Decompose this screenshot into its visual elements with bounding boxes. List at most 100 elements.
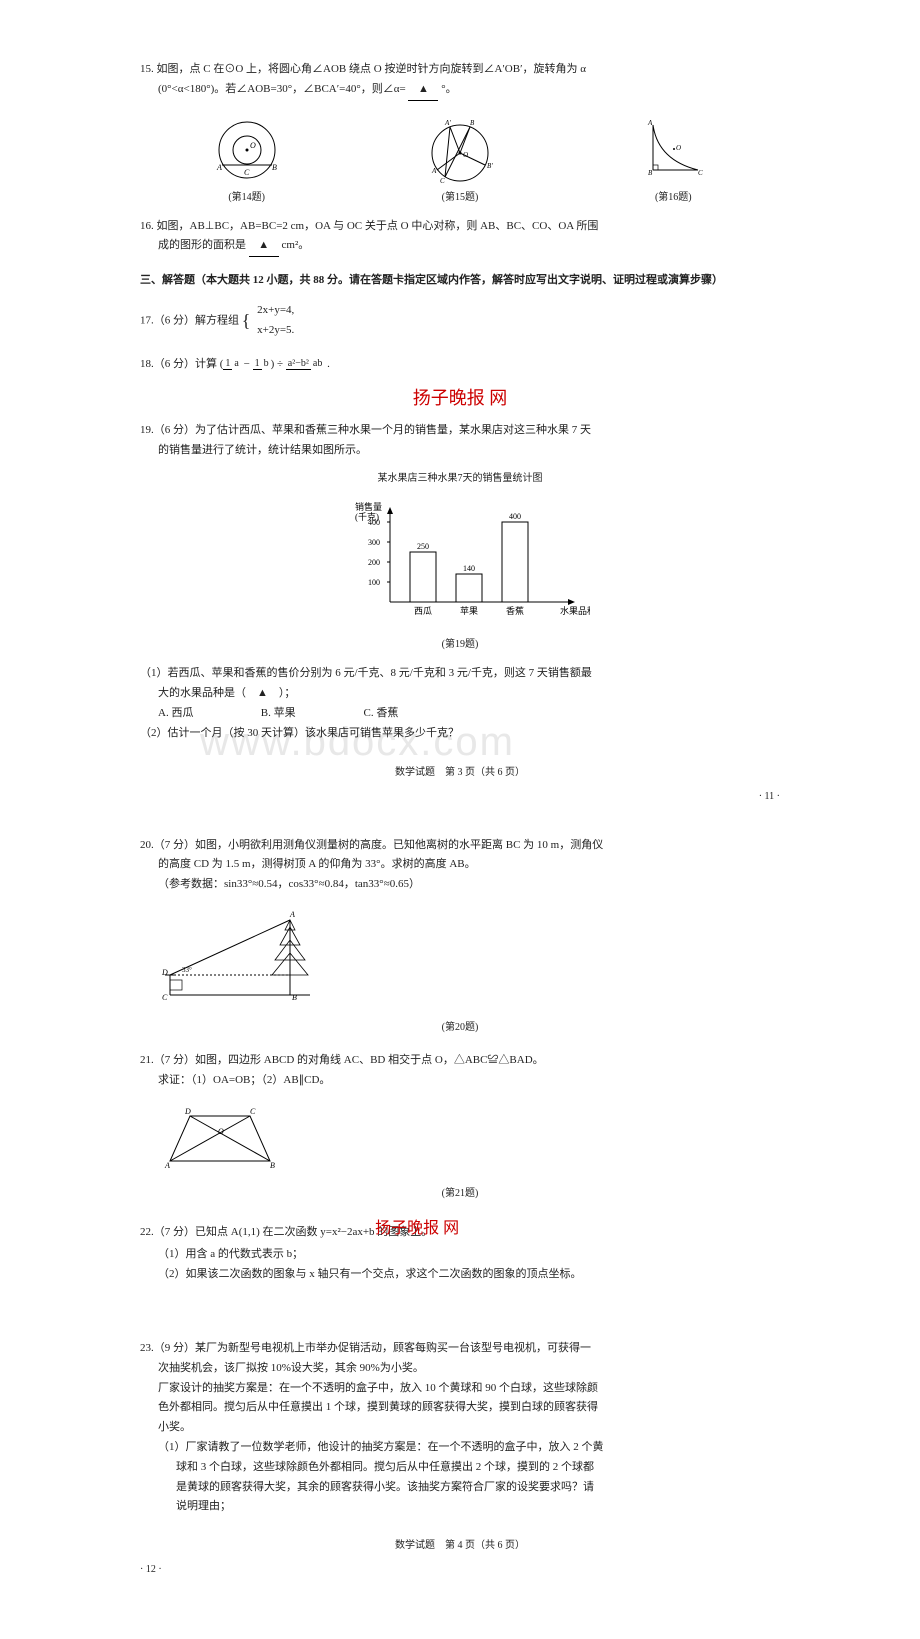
q19-sub1b: 大的水果品种是（ ▲ ）； — [140, 684, 780, 704]
question-23: 23.（9 分）某厂为新型号电视机上市举办促销活动，顾客每购买一台该型号电视机，… — [140, 1339, 780, 1517]
q23-sub1d: 说明理由； — [140, 1497, 780, 1517]
option-c: C. 香蕉 — [364, 704, 464, 724]
svg-text:A: A — [647, 119, 653, 127]
q15-line3: °。 — [441, 83, 456, 95]
svg-text:C: C — [162, 993, 168, 1002]
figure-16: O A B C (第16题) — [628, 115, 718, 207]
figure-14-svg: O A C B — [202, 115, 292, 185]
q20-line3: （参考数据：sin33°≈0.54，cos33°≈0.84，tan33°≈0.6… — [140, 875, 780, 895]
page-4-num: · 12 · — [140, 1561, 780, 1579]
svg-text:B: B — [270, 1161, 275, 1170]
svg-text:西瓜: 西瓜 — [414, 606, 432, 616]
svg-text:D: D — [184, 1107, 191, 1116]
q18-label: 18.（6 分）计算 — [140, 358, 217, 370]
figure-14: O A C B (第14题) — [202, 115, 292, 207]
svg-text:B: B — [272, 163, 277, 172]
blank-field: ▲ — [408, 80, 438, 101]
figure-16-label: (第16题) — [628, 189, 718, 207]
figure-15-label: (第15题) — [415, 189, 505, 207]
q16-line1: 16. 如图，AB⊥BC，AB=BC=2 cm，OA 与 OC 关于点 O 中心… — [140, 217, 780, 237]
svg-text:400: 400 — [368, 518, 380, 527]
svg-text:O: O — [463, 151, 468, 159]
figure-14-label: (第14题) — [202, 189, 292, 207]
question-15: 15. 如图，点 C 在⊙O 上，将圆心角∠AOB 绕点 O 按逆时针方向旋转到… — [140, 60, 780, 101]
page-4-footer: 数学试题 第 4 页（共 6 页） — [140, 1537, 780, 1555]
svg-text:香蕉: 香蕉 — [506, 605, 524, 616]
figures-row-1: O A C B (第14题) A — [140, 115, 780, 207]
svg-text:100: 100 — [368, 578, 380, 587]
option-a: A. 西瓜 — [158, 704, 258, 724]
page-3-footer: 数学试题 第 3 页（共 6 页） — [140, 764, 780, 782]
q21-line2: 求证：（1）OA=OB；（2）AB∥CD。 — [140, 1071, 780, 1091]
q19-sub1: （1）若西瓜、苹果和香蕉的售价分别为 6 元/千克、8 元/千克和 3 元/千克… — [140, 664, 780, 684]
q17-eq1: 2x+y=4, — [257, 301, 294, 321]
svg-text:O: O — [250, 141, 256, 150]
question-20: 20.（7 分）如图，小明欲利用测角仪测量树的高度。已知他离树的水平距离 BC … — [140, 836, 780, 1037]
q23-sub1c: 是黄球的顾客获得大奖，其余的顾客获得小奖。该抽奖方案符合厂家的设奖要求吗？请 — [140, 1478, 780, 1498]
svg-text:300: 300 — [368, 538, 380, 547]
svg-text:C: C — [440, 177, 445, 185]
svg-text:200: 200 — [368, 558, 380, 567]
q15-line2: (0°<α<180°)。若∠AOB=30°，∠BCA′=40°，则∠α= — [158, 83, 406, 95]
svg-text:B: B — [648, 169, 653, 177]
svg-text:250: 250 — [417, 542, 429, 551]
question-19: 19.（6 分）为了估计西瓜、苹果和香蕉三种水果一个月的销售量，某水果店对这三种… — [140, 421, 780, 744]
svg-text:140: 140 — [463, 564, 475, 573]
page-3-num: · 11 · — [140, 788, 780, 806]
q21-line1: 21.（7 分）如图，四边形 ABCD 的对角线 AC、BD 相交于点 O，△A… — [140, 1051, 780, 1071]
q23-line1: 23.（9 分）某厂为新型号电视机上市举办促销活动，顾客每购买一台该型号电视机，… — [140, 1339, 780, 1359]
figure-21-label: (第21题) — [140, 1185, 780, 1203]
svg-text:C: C — [698, 169, 703, 177]
svg-text:33°: 33° — [182, 966, 192, 974]
svg-text:水果品种: 水果品种 — [560, 605, 590, 616]
q20-line2: 的高度 CD 为 1.5 m，测得树顶 A 的仰角为 33°。求树的高度 AB。 — [140, 855, 780, 875]
svg-text:O: O — [218, 1127, 224, 1136]
figure-16-svg: O A B C — [628, 115, 718, 185]
q15-line1: 15. 如图，点 C 在⊙O 上，将圆心角∠AOB 绕点 O 按逆时针方向旋转到… — [140, 60, 780, 80]
question-21: 21.（7 分）如图，四边形 ABCD 的对角线 AC、BD 相交于点 O，△A… — [140, 1051, 780, 1203]
figure-15-svg: A A′ B B′ C O — [415, 115, 505, 185]
svg-text:B: B — [292, 993, 297, 1002]
q19-line1: 19.（6 分）为了估计西瓜、苹果和香蕉三种水果一个月的销售量，某水果店对这三种… — [140, 421, 780, 441]
figure-21-svg: A B C D O — [140, 1101, 300, 1181]
svg-text:A: A — [216, 163, 222, 172]
question-18: 18.（6 分）计算 (1a − 1b) ÷ a²−b²ab . — [140, 355, 780, 375]
question-22: 22.（7 分）已知点 A(1,1) 在二次函数 y=x²−2ax+b 的图象上… — [140, 1217, 780, 1285]
q19-chart: 某水果店三种水果7天的销售量统计图 销售量(千克)100200300400250… — [330, 470, 590, 654]
figure-20-svg: D C A B 33° — [140, 905, 340, 1015]
svg-text:B′: B′ — [487, 162, 493, 170]
figure-20-label: (第20题) — [140, 1019, 780, 1037]
option-b: B. 苹果 — [261, 704, 361, 724]
svg-text:D: D — [161, 968, 168, 977]
svg-text:A: A — [431, 167, 437, 175]
q23-sub1a: （1）厂家请教了一位数学老师，他设计的抽奖方案是：在一个不透明的盒子中，放入 2… — [140, 1438, 780, 1458]
q17-label: 17.（6 分）解方程组 — [140, 314, 239, 326]
figure-15: A A′ B B′ C O (第15题) — [415, 115, 505, 207]
q23-line5: 小奖。 — [140, 1418, 780, 1438]
svg-text:C: C — [250, 1107, 256, 1116]
q19-line2: 的销售量进行了统计，统计结果如图所示。 — [140, 441, 780, 461]
svg-text:苹果: 苹果 — [460, 605, 478, 616]
svg-text:A: A — [289, 910, 295, 919]
bar-chart: 销售量(千克)100200300400250西瓜140苹果400香蕉水果品种 — [330, 492, 590, 632]
q23-line4: 色外都相同。搅匀后从中任意摸出 1 个球，摸到黄球的顾客获得大奖，摸到白球的顾客… — [140, 1398, 780, 1418]
q20-line1: 20.（7 分）如图，小明欲利用测角仪测量树的高度。已知他离树的水平距离 BC … — [140, 836, 780, 856]
q23-line2: 次抽奖机会，该厂拟按 10%设大奖，其余 90%为小奖。 — [140, 1359, 780, 1379]
blank-field: ▲ — [249, 236, 279, 257]
q19-options: A. 西瓜 B. 苹果 C. 香蕉 — [140, 704, 780, 724]
svg-text:A′: A′ — [444, 119, 451, 127]
q23-sub1b: 球和 3 个白球，这些球除颜色外都相同。搅匀后从中任意摸出 2 个球，摸到的 2… — [140, 1458, 780, 1478]
q17-eq2: x+2y=5. — [257, 321, 294, 341]
svg-text:400: 400 — [509, 512, 521, 521]
section-3-header: 三、解答题（本大题共 12 小题，共 88 分。请在答题卡指定区域内作答，解答时… — [140, 271, 780, 291]
svg-text:C: C — [244, 168, 250, 177]
q16-line2: 成的图形的面积是 — [158, 239, 246, 251]
svg-text:B: B — [470, 119, 475, 127]
question-17: 17.（6 分）解方程组 { 2x+y=4, x+2y=5. — [140, 301, 780, 341]
q22-sub2: （2）如果该二次函数的图象与 x 轴只有一个交点，求这个二次函数的图象的顶点坐标… — [140, 1265, 780, 1285]
q22-sub1: （1）用含 a 的代数式表示 b； — [140, 1245, 780, 1265]
svg-text:销售量: 销售量 — [355, 501, 382, 512]
q19-sub2: （2）估计一个月（按 30 天计算）该水果店可销售苹果多少千克？ — [140, 724, 780, 744]
q16-line3: cm²。 — [282, 239, 310, 251]
stamp-2: 扬子晚报 网 — [375, 1215, 459, 1244]
